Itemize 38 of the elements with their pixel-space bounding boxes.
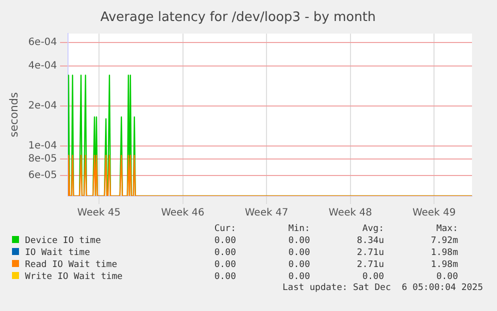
y-tick-label: 2e-04: [28, 100, 58, 112]
text: 0.00: [213, 235, 236, 247]
y-axis-title: seconds: [7, 92, 20, 138]
text: 0.00: [213, 271, 236, 283]
legend-label: Write IO Wait time: [24, 271, 124, 283]
text: 0.00: [287, 235, 310, 247]
legend-label: Device IO time: [24, 235, 102, 247]
text: 2.71u: [356, 247, 384, 259]
text: Avg:: [361, 223, 384, 235]
text: 8.34u: [356, 235, 384, 247]
y-tick-label: 1e-04: [28, 140, 58, 152]
text: Last update: Sat Dec 6 05:00:04 2025: [282, 283, 483, 293]
text: 0.00: [435, 271, 458, 283]
y-tick-label: 6e-05: [28, 170, 58, 182]
legend-label: IO Wait time: [24, 247, 92, 259]
x-tick-label: Week 46: [161, 208, 204, 219]
text: Min:: [287, 223, 310, 235]
text: Max:: [435, 223, 458, 235]
text: 1.98m: [430, 259, 458, 271]
y-tick-label: 4e-04: [28, 60, 58, 72]
chart-title: Average latency for /dev/loop3 - by month: [100, 10, 376, 26]
x-tick-label: Week 48: [328, 208, 372, 219]
x-tick-label: Week 49: [412, 208, 456, 219]
text: 2.71u: [356, 259, 384, 271]
y-tick-label: 6e-04: [28, 37, 58, 48]
text: 0.00: [361, 271, 384, 283]
text: 0.00: [287, 259, 310, 271]
text: 0.00: [213, 259, 236, 271]
x-tick-label: Week 47: [244, 208, 288, 219]
text: 0.00: [213, 247, 236, 259]
text: 0.00: [287, 247, 310, 259]
legend-label: Read IO Wait time: [24, 259, 118, 271]
text: Cur:: [213, 223, 236, 235]
y-tick-label: 8e-05: [28, 153, 58, 164]
x-tick-label: Week 45: [77, 208, 121, 219]
text: 7.92m: [430, 235, 458, 247]
text: 0.00: [287, 271, 310, 283]
text: 1.98m: [430, 247, 458, 259]
